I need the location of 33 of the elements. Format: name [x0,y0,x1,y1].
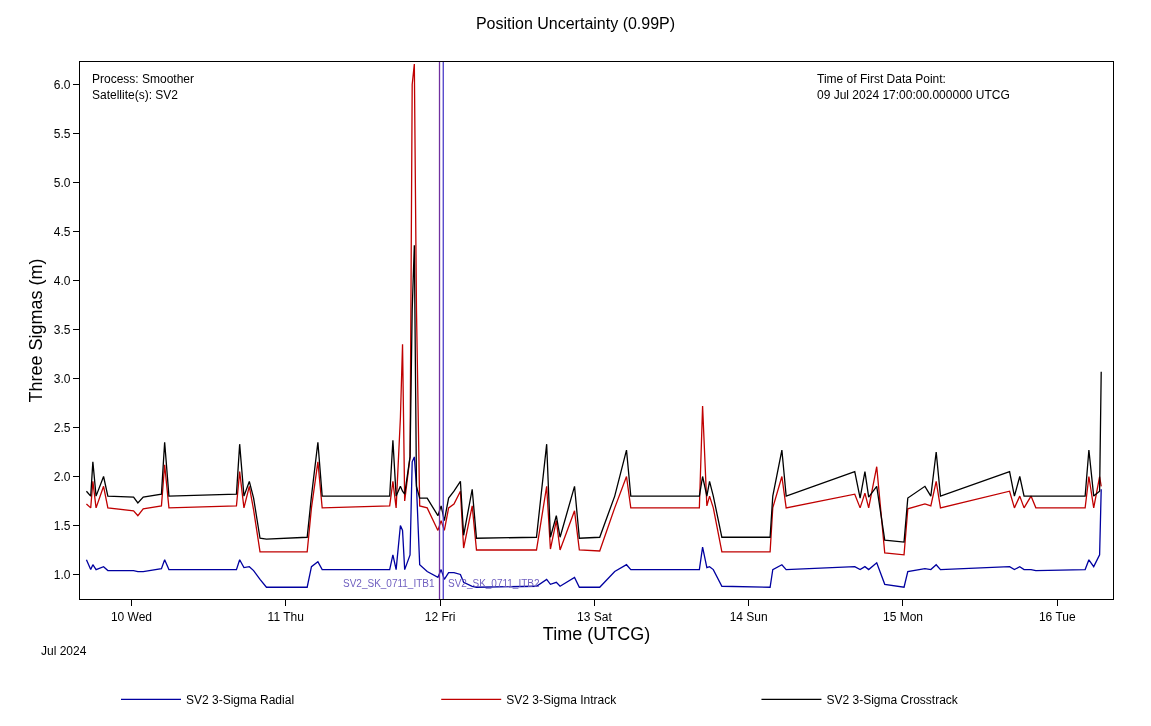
chart-title: Position Uncertainty (0.99P) [475,15,676,33]
y-tick-label: 1.0 [53,567,71,582]
y-tick-label: 4.5 [53,224,71,239]
y-tick-label: 6.0 [53,77,71,92]
ref-line-label: SV2_SK_0711_ITB1 [343,578,435,589]
x-tick-label: 14 Sun [729,609,768,624]
y-axis-title: Three Sigmas (m) [25,258,46,403]
y-tick-label: 2.5 [53,420,71,435]
y-tick-label: 2.0 [53,469,71,484]
x-tick-label: 10 Wed [110,609,153,624]
x-tick-label: 12 Fri [424,609,456,624]
y-tick-label: 1.5 [53,518,71,533]
line-series [85,456,1102,588]
line-series [85,244,1102,543]
annotation: Process: Smoother [92,72,195,86]
x-tick-label: 16 Tue [1038,609,1076,624]
legend-label: SV2 3-Sigma Crosstrack [826,693,959,708]
legend-label: SV2 3-Sigma Intrack [506,693,618,708]
y-tick-label: 3.5 [53,322,71,337]
text: Jul 2024 [41,644,87,658]
x-axis-title: Time (UTCG) [542,623,651,644]
annotation: Satellite(s): SV2 [92,88,179,102]
x-tick-label: 13 Sat [577,609,613,624]
y-tick-label: 5.5 [53,126,71,141]
annotation: 09 Jul 2024 17:00:00.000000 UTCG [817,88,1010,102]
y-tick-label: 5.0 [53,175,71,190]
x-tick-label: 15 Mon [882,609,923,624]
x-tick-label: 11 Thu [267,609,304,624]
line-series [85,63,1102,556]
annotation: Time of First Data Point: [817,72,946,86]
legend-label: SV2 3-Sigma Radial [186,693,295,708]
y-tick-label: 3.0 [53,371,71,386]
y-tick-label: 4.0 [53,273,71,288]
